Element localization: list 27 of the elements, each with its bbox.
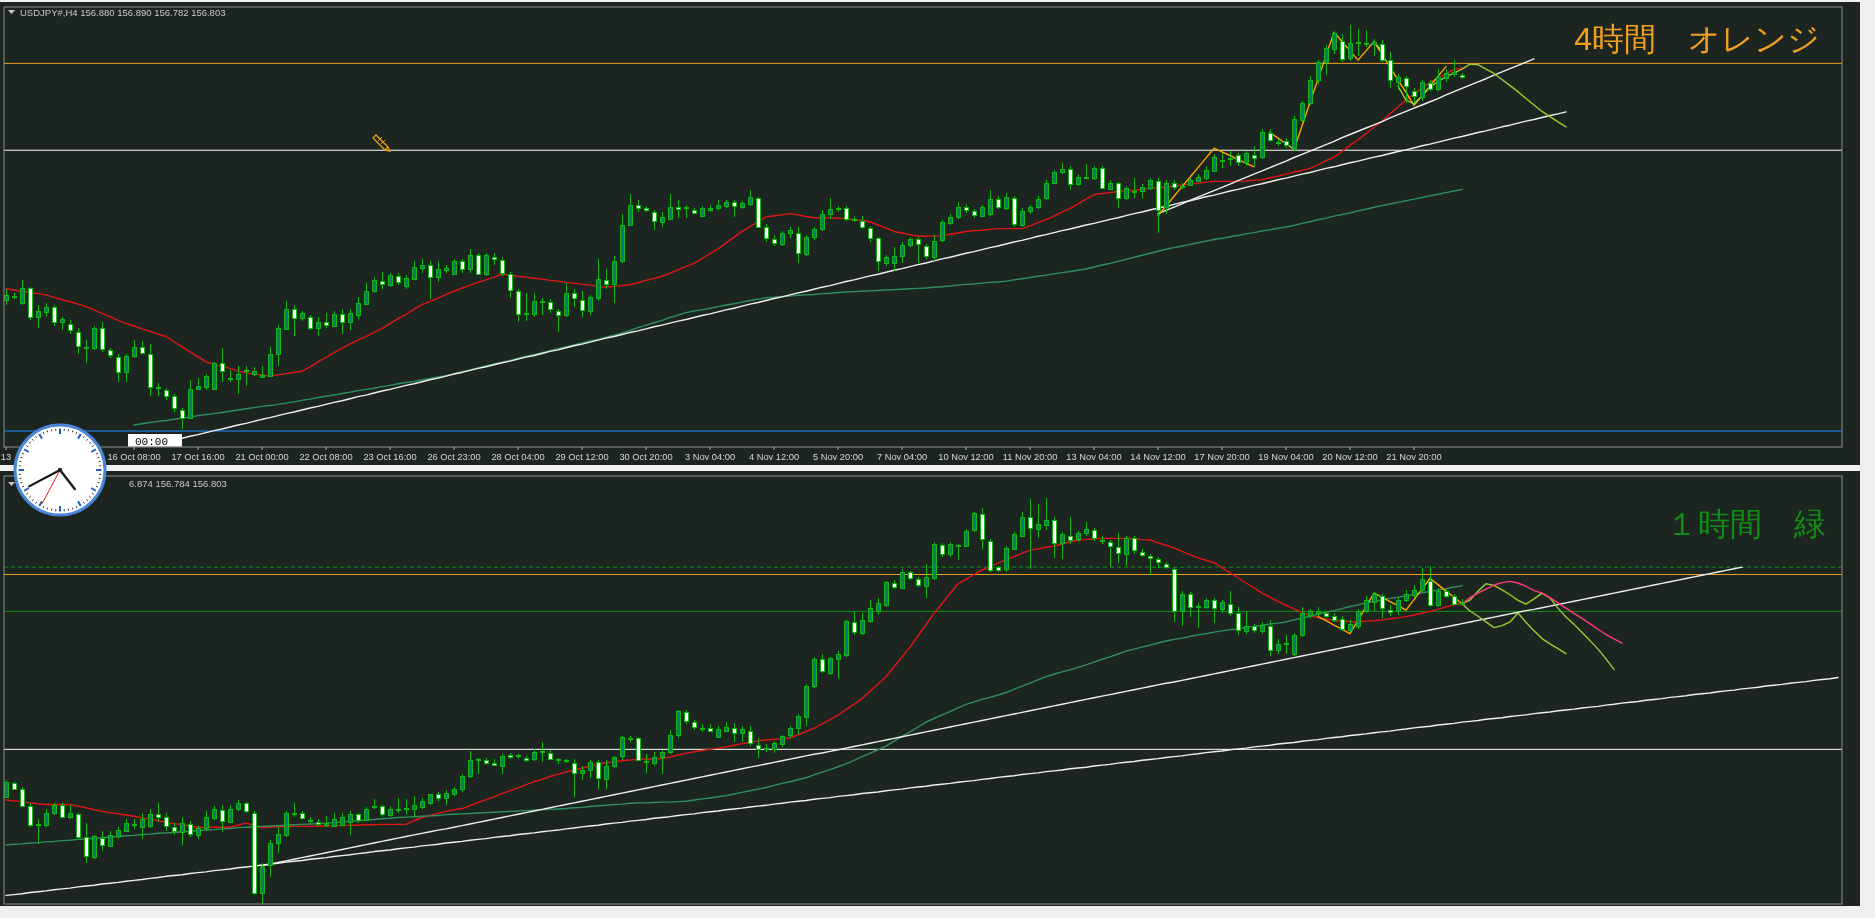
x-tick-label: 4 Nov 12:00 xyxy=(748,451,800,462)
x-tick-label: 22 Oct 08:00 xyxy=(299,451,353,462)
x-tick-label: 17 Nov 20:00 xyxy=(1194,451,1250,462)
text: 00:00 xyxy=(135,435,169,448)
x-tick-label: 13 Nov 04:00 xyxy=(1066,451,1122,462)
x-tick-label: 7 Nov 04:00 xyxy=(876,451,928,462)
chart-title: 6.874 156.784 156.803 xyxy=(129,478,227,489)
x-tick-label: 17 Oct 16:00 xyxy=(171,451,225,462)
x-tick-label: 13 xyxy=(0,451,12,462)
x-tick-label: 14 Nov 12:00 xyxy=(1130,451,1186,462)
x-tick-label: 26 Oct 23:00 xyxy=(427,451,481,462)
x-tick-label: 23 Oct 16:00 xyxy=(363,451,417,462)
x-tick-label: 30 Oct 20:00 xyxy=(619,451,673,462)
x-tick-label: 20 Nov 12:00 xyxy=(1322,451,1378,462)
x-tick-label: 10 Nov 12:00 xyxy=(938,451,994,462)
x-tick-label: 28 Oct 04:00 xyxy=(491,451,545,462)
x-tick-label: 19 Nov 04:00 xyxy=(1258,451,1314,462)
x-tick-label: 16 Oct 08:00 xyxy=(107,451,161,462)
x-tick-label: 3 Nov 04:00 xyxy=(684,451,736,462)
chart-title: USDJPY#,H4 156.880 156.890 156.782 156.803 xyxy=(20,6,226,18)
x-tick-label: 21 Oct 00:00 xyxy=(235,451,289,462)
x-tick-label: 29 Oct 12:00 xyxy=(555,451,609,462)
chart-subtitle: 4時間 オレンジ xyxy=(1574,21,1820,57)
x-tick-label: 21 Nov 20:00 xyxy=(1386,451,1442,462)
chart-subtitle: １時間 緑 xyxy=(1666,506,1826,542)
x-tick-label: 5 Nov 20:00 xyxy=(812,451,864,462)
x-tick-label: 11 Nov 20:00 xyxy=(1002,451,1058,462)
